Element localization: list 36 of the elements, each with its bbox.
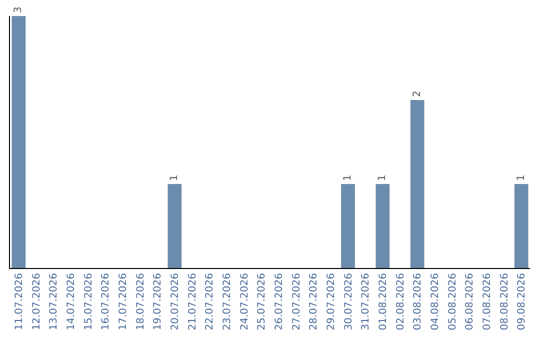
x-tick-label: 03.08.2026 [412, 273, 424, 330]
x-tick-label: 11.07.2026 [14, 273, 25, 330]
data-label: 1 [342, 174, 354, 181]
x-tick-label: 06.08.2026 [464, 273, 476, 330]
x-tick-label: 15.07.2026 [83, 273, 94, 330]
x-tick-label: 25.07.2026 [256, 273, 268, 330]
data-label: 2 [412, 90, 423, 97]
x-tick-label: 21.07.2026 [187, 273, 198, 330]
x-tick-label: 26.07.2026 [274, 273, 285, 330]
x-tick-label: 23.07.2026 [222, 273, 233, 330]
x-tick-label: 04.08.2026 [430, 273, 441, 330]
x-tick-label: 29.07.2026 [326, 273, 337, 330]
x-tick-label: 20.07.2026 [170, 273, 181, 330]
x-tick-label: 14.07.2026 [66, 273, 77, 330]
data-label: 1 [377, 174, 388, 181]
x-tick-label: 18.07.2026 [135, 273, 146, 330]
x-tick-label: 19.07.2026 [152, 273, 164, 330]
x-tick-label: 30.07.2026 [343, 273, 354, 330]
x-tick-label: 08.08.2026 [499, 273, 510, 330]
x-tick-label: 24.07.2026 [239, 273, 250, 330]
data-label: 3 [13, 6, 24, 13]
x-tick-label: 13.07.2026 [48, 273, 60, 330]
x-tick-label: 09.08.2026 [516, 273, 528, 330]
x-tick-label: 22.07.2026 [204, 273, 216, 330]
x-tick-label: 17.07.2026 [118, 273, 129, 330]
x-tick-label: 02.08.2026 [395, 273, 406, 330]
x-tick-label: 28.07.2026 [308, 273, 320, 330]
x-tick-label: 16.07.2026 [100, 273, 112, 330]
x-tick-label: 12.07.2026 [31, 273, 42, 330]
x-tick-label: 05.08.2026 [447, 273, 458, 330]
x-tick-label: 27.07.2026 [291, 273, 302, 330]
data-label: 1 [516, 174, 527, 181]
data-label: 1 [169, 174, 180, 181]
x-tick-label: 07.08.2026 [482, 273, 493, 330]
x-tick-label: 01.08.2026 [378, 273, 389, 330]
x-tick-label: 31.07.2026 [360, 273, 372, 330]
